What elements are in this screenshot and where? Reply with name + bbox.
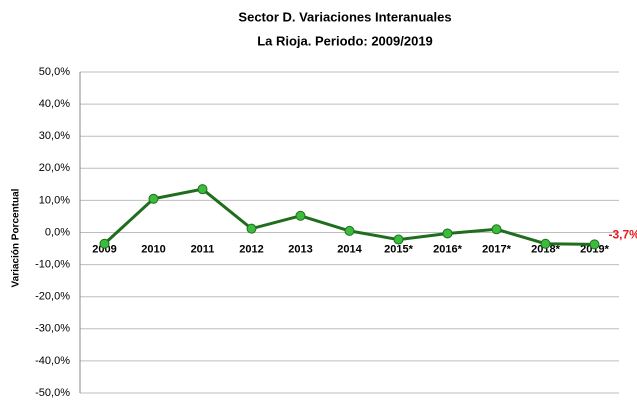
y-tick-label: 10,0% bbox=[39, 194, 70, 206]
x-tick-label: 2017* bbox=[482, 243, 511, 255]
data-point bbox=[246, 223, 257, 234]
data-point bbox=[99, 238, 110, 249]
data-point bbox=[393, 234, 404, 245]
data-label: -3,7% bbox=[609, 228, 637, 242]
chart-subtitle: La Rioja. Periodo: 2009/2019 bbox=[257, 33, 433, 48]
x-tick-label: 2011 bbox=[191, 243, 215, 255]
x-tick-label: 2010 bbox=[141, 243, 165, 255]
x-tick-label: 2016* bbox=[433, 243, 462, 255]
y-tick-label: -50,0% bbox=[35, 387, 70, 399]
y-tick-label: -10,0% bbox=[35, 259, 70, 271]
y-tick-label: 30,0% bbox=[39, 130, 70, 142]
y-tick-label: -40,0% bbox=[35, 355, 70, 367]
y-tick-label: 20,0% bbox=[39, 162, 70, 174]
x-tick-label: 2009 bbox=[92, 243, 116, 255]
series-line bbox=[103, 187, 595, 246]
chart-title: Sector D. Variaciones Interanuales bbox=[238, 9, 451, 24]
y-tick-label: 50,0% bbox=[39, 66, 70, 78]
x-tick-label: 2019* bbox=[580, 243, 609, 255]
x-tick-label: 2018* bbox=[531, 243, 560, 255]
y-axis-label: Variación Porcentual bbox=[11, 188, 22, 287]
y-tick-label: 0,0% bbox=[45, 226, 70, 238]
data-point bbox=[148, 193, 159, 204]
y-tick-label: 40,0% bbox=[39, 98, 70, 110]
data-point bbox=[491, 224, 502, 235]
data-point bbox=[540, 238, 551, 249]
data-point bbox=[344, 225, 355, 236]
x-tick-label: 2013 bbox=[288, 243, 312, 255]
data-point bbox=[442, 228, 453, 239]
data-point bbox=[295, 210, 306, 221]
y-tick-label: -20,0% bbox=[35, 291, 70, 303]
data-point bbox=[197, 184, 208, 195]
y-tick-label: -30,0% bbox=[35, 323, 70, 335]
data-point bbox=[589, 239, 600, 250]
x-tick-label: 2015* bbox=[384, 243, 413, 255]
x-tick-label: 2014 bbox=[337, 243, 362, 255]
x-tick-label: 2012 bbox=[239, 243, 263, 255]
